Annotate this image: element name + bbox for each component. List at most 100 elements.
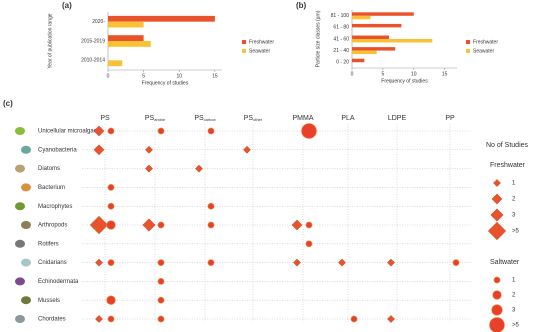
y-tick-label: 61 - 80: [333, 25, 349, 31]
legend-size-label: 3: [512, 308, 516, 314]
legend-marker: [493, 276, 501, 284]
column-name: PS: [100, 115, 110, 122]
organism-icon: [21, 145, 31, 154]
x-tick-label: 15: [442, 71, 448, 77]
row-label: Cnidarians: [38, 260, 67, 266]
x-tick-label: 10: [176, 73, 182, 79]
y-tick-label: 2015-2019: [81, 38, 105, 44]
column-label: LDPE: [388, 115, 407, 122]
study-marker: [107, 315, 115, 323]
legend-size-label: >5: [512, 229, 520, 235]
legend-swatch: [466, 40, 470, 44]
y-tick-label: 0 - 20: [336, 60, 349, 66]
row-label: Chordates: [38, 317, 66, 323]
study-marker: [305, 221, 313, 229]
study-marker: [387, 258, 395, 267]
study-marker: [95, 315, 103, 323]
study-marker: [107, 259, 115, 266]
organism-icon: [15, 239, 25, 248]
study-marker: [142, 218, 156, 232]
legend-swatch: [242, 49, 246, 53]
study-marker: [207, 202, 215, 210]
x-tick-label: 5: [381, 71, 384, 77]
study-marker: [301, 123, 317, 139]
legend-title: No of Studies: [486, 142, 529, 149]
study-marker: [338, 258, 346, 267]
bar: [108, 60, 123, 67]
bar: [352, 35, 390, 39]
organism-icon: [15, 164, 25, 173]
column-label: PS: [100, 115, 110, 122]
column-label: PMMA: [293, 115, 314, 122]
study-marker: [145, 164, 153, 173]
x-tick-label: 10: [411, 71, 417, 77]
bar: [352, 58, 365, 63]
legend-size-label: >5: [512, 323, 520, 329]
study-marker: [350, 315, 358, 323]
study-marker: [157, 278, 165, 285]
legend-label: Freshwater: [249, 39, 274, 45]
study-marker: [106, 220, 116, 230]
column-name: PP: [445, 115, 455, 122]
study-marker: [305, 240, 313, 248]
row-label: Echinodermata: [38, 279, 79, 285]
column-name: PMMA: [293, 115, 314, 122]
study-marker: [106, 295, 116, 305]
x-tick-label: 0: [107, 73, 110, 79]
organism-icon: [15, 202, 25, 211]
study-marker: [157, 259, 165, 266]
legend-series: Saltwater: [490, 259, 520, 266]
study-marker: [157, 296, 165, 304]
row-label: Macrophytes: [38, 204, 72, 210]
study-marker: [243, 145, 251, 154]
legend-marker: [491, 193, 503, 205]
organism-icon: [21, 183, 31, 192]
legend-size-label: 1: [512, 181, 516, 187]
bar: [352, 39, 433, 43]
column-name: PS: [145, 115, 155, 122]
panel-label: (c): [3, 99, 13, 108]
study-marker: [207, 221, 215, 229]
study-marker: [291, 219, 303, 231]
bar: [108, 15, 215, 22]
study-marker: [107, 184, 115, 191]
column-subscript: carbox: [204, 117, 216, 122]
y-tick-label: 81 - 100: [331, 13, 350, 19]
study-marker: [452, 259, 460, 266]
study-marker: [387, 315, 395, 323]
bar: [108, 41, 151, 47]
bar: [352, 47, 396, 51]
panel-label: (b): [296, 1, 307, 10]
panel-label: (a): [62, 1, 72, 10]
x-tick-label: 5: [142, 73, 145, 79]
legend-size-label: 2: [512, 293, 516, 299]
organism-icon: [15, 277, 25, 286]
legend-marker: [487, 221, 507, 241]
y-tick-label: 41 - 60: [333, 36, 349, 42]
legend-marker: [490, 208, 504, 222]
legend-marker: [491, 304, 503, 316]
row-label: Arthropods: [38, 223, 67, 229]
column-subscript: amine: [154, 117, 166, 122]
y-tick-label: 2020-: [92, 19, 105, 25]
column-label: PP: [445, 115, 455, 122]
organism-icon: [15, 315, 25, 323]
legend-series: Freshwater: [490, 162, 526, 169]
column-name: LDPE: [388, 115, 407, 122]
legend-size-label: 3: [512, 213, 516, 219]
study-marker: [107, 202, 115, 210]
study-marker: [95, 258, 103, 267]
row-label: Bacterium: [38, 185, 65, 191]
bar: [108, 21, 144, 28]
x-axis-label: Frequency of studies: [142, 80, 189, 86]
study-marker: [293, 258, 301, 267]
row-label: Unicellular microalgae: [38, 129, 98, 135]
study-marker: [157, 315, 165, 323]
legend-marker: [492, 290, 502, 300]
bar: [108, 35, 144, 41]
x-tick-label: 0: [351, 71, 354, 77]
row-label: Diatoms: [38, 166, 60, 172]
y-axis-label: Particle size classes (µm): [315, 10, 321, 67]
legend-size-label: 1: [512, 278, 516, 284]
row-label: Rotifers: [38, 241, 59, 247]
